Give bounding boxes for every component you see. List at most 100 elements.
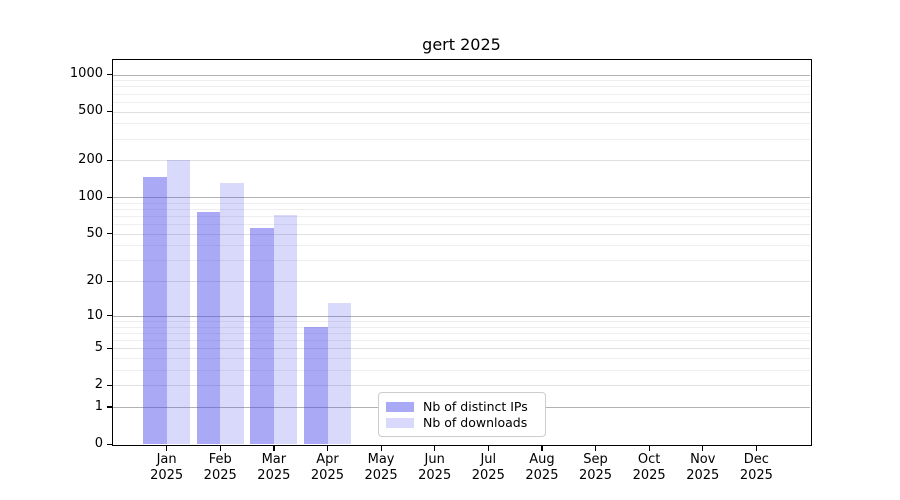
grid-line-800 xyxy=(113,86,810,88)
x-tick-mark-feb xyxy=(219,445,221,451)
grid-line-3 xyxy=(113,369,810,371)
x-tick-mark-aug xyxy=(541,445,543,451)
x-tick-month: May xyxy=(367,452,395,467)
x-tick-year: 2025 xyxy=(257,468,291,483)
x-tick-label-feb: Feb 2025 xyxy=(190,452,250,484)
legend-item-distinct-ips: Nb of distinct IPs xyxy=(386,399,537,414)
x-tick-label-mar: Mar 2025 xyxy=(244,452,304,484)
grid-line-8 xyxy=(113,326,810,328)
y-tick-mark-5 xyxy=(107,347,112,349)
x-tick-mark-oct xyxy=(648,445,650,451)
x-tick-month: Dec xyxy=(743,452,769,467)
legend-item-downloads: Nb of downloads xyxy=(386,415,537,430)
legend-label-distinct-ips: Nb of distinct IPs xyxy=(423,399,528,414)
grid-line-9 xyxy=(113,320,810,322)
x-tick-month: Feb xyxy=(208,452,232,467)
x-tick-mark-dec xyxy=(755,445,758,451)
x-tick-label-aug: Aug 2025 xyxy=(512,452,572,484)
x-tick-label-jul: Jul 2025 xyxy=(458,452,518,484)
x-tick-label-jan: Jan 2025 xyxy=(137,452,197,484)
x-tick-month: Jul xyxy=(480,452,497,467)
x-tick-month: Sep xyxy=(583,452,608,467)
x-tick-year: 2025 xyxy=(471,468,505,483)
grid-line-60 xyxy=(113,224,810,226)
x-tick-label-may: May 2025 xyxy=(351,452,411,484)
bar-distinct-ips-apr xyxy=(304,326,328,444)
y-tick-label-2: 2 xyxy=(94,377,103,393)
legend-swatch-distinct-ips xyxy=(386,401,414,412)
x-tick-month: Oct xyxy=(637,452,661,467)
y-tick-mark-2 xyxy=(107,384,112,386)
x-tick-year: 2025 xyxy=(578,468,613,483)
x-tick-mark-jul xyxy=(487,445,489,451)
grid-line-300 xyxy=(113,138,810,140)
y-tick-label-0: 0 xyxy=(94,436,103,451)
x-tick-mark-nov xyxy=(702,445,704,451)
grid-line-40 xyxy=(113,245,810,247)
grid-line-100 xyxy=(113,197,810,199)
legend-label-downloads: Nb of downloads xyxy=(423,415,528,430)
x-tick-label-dec: Dec 2025 xyxy=(726,452,786,484)
y-tick-label-10: 10 xyxy=(86,307,103,323)
grid-line-10 xyxy=(113,315,810,317)
y-tick-mark-50 xyxy=(107,233,112,235)
y-tick-label-20: 20 xyxy=(86,273,103,289)
grid-line-7 xyxy=(113,332,810,334)
bar-distinct-ips-jan xyxy=(143,177,167,444)
grid-line-900 xyxy=(113,80,810,82)
y-tick-mark-500 xyxy=(107,110,112,113)
y-tick-label-100: 100 xyxy=(78,189,103,205)
grid-line-1000 xyxy=(113,74,810,76)
x-tick-year: 2025 xyxy=(203,468,237,483)
grid-line-700 xyxy=(113,93,810,95)
grid-line-90 xyxy=(113,202,810,204)
x-tick-year: 2025 xyxy=(310,468,344,483)
bar-distinct-ips-mar xyxy=(250,227,274,444)
y-tick-mark-10 xyxy=(107,315,112,317)
chart-title: gert 2025 xyxy=(422,35,501,54)
x-tick-month: Jan xyxy=(156,452,177,467)
bar-downloads-jan xyxy=(166,160,191,444)
x-tick-label-jun: Jun 2025 xyxy=(405,452,465,484)
y-tick-mark-1 xyxy=(107,406,112,408)
y-tick-label-1: 1 xyxy=(94,398,103,414)
x-tick-mark-mar xyxy=(273,445,275,451)
x-tick-year: 2025 xyxy=(525,468,559,483)
y-tick-mark-100 xyxy=(107,196,112,198)
grid-line-50 xyxy=(113,233,810,235)
grid-line-600 xyxy=(113,101,810,103)
grid-line-6 xyxy=(113,339,810,341)
y-tick-mark-0 xyxy=(107,443,112,445)
x-tick-label-oct: Oct 2025 xyxy=(619,452,679,484)
grid-line-2 xyxy=(113,385,810,387)
x-tick-mark-jan xyxy=(166,445,168,451)
y-tick-label-5: 5 xyxy=(94,340,103,356)
bar-downloads-feb xyxy=(220,183,244,444)
x-tick-label-nov: Nov 2025 xyxy=(673,452,733,484)
x-tick-year: 2025 xyxy=(739,468,773,483)
x-tick-mark-sep xyxy=(595,445,597,451)
x-tick-mark-may xyxy=(380,445,382,451)
y-tick-label-1000: 1000 xyxy=(69,66,103,82)
x-tick-year: 2025 xyxy=(632,468,666,483)
x-tick-month: Mar xyxy=(261,452,287,467)
x-tick-month: Nov xyxy=(690,452,716,467)
bar-downloads-apr xyxy=(327,302,351,444)
grid-line-200 xyxy=(113,160,810,162)
grid-line-5 xyxy=(113,348,810,350)
x-tick-month: Apr xyxy=(316,452,339,467)
legend-box: Nb of distinct IPs Nb of downloads xyxy=(378,392,546,437)
bar-distinct-ips-feb xyxy=(196,212,221,444)
x-tick-mark-apr xyxy=(326,445,329,451)
legend-swatch-downloads xyxy=(386,417,414,428)
grid-line-70 xyxy=(113,216,810,217)
bar-downloads-mar xyxy=(273,214,298,444)
x-tick-year: 2025 xyxy=(364,468,398,483)
grid-line-400 xyxy=(113,123,810,125)
y-tick-mark-20 xyxy=(107,280,112,282)
grid-line-80 xyxy=(113,209,810,210)
grid-line-4 xyxy=(113,357,810,359)
x-tick-year: 2025 xyxy=(150,468,184,483)
y-tick-label-500: 500 xyxy=(78,103,103,119)
